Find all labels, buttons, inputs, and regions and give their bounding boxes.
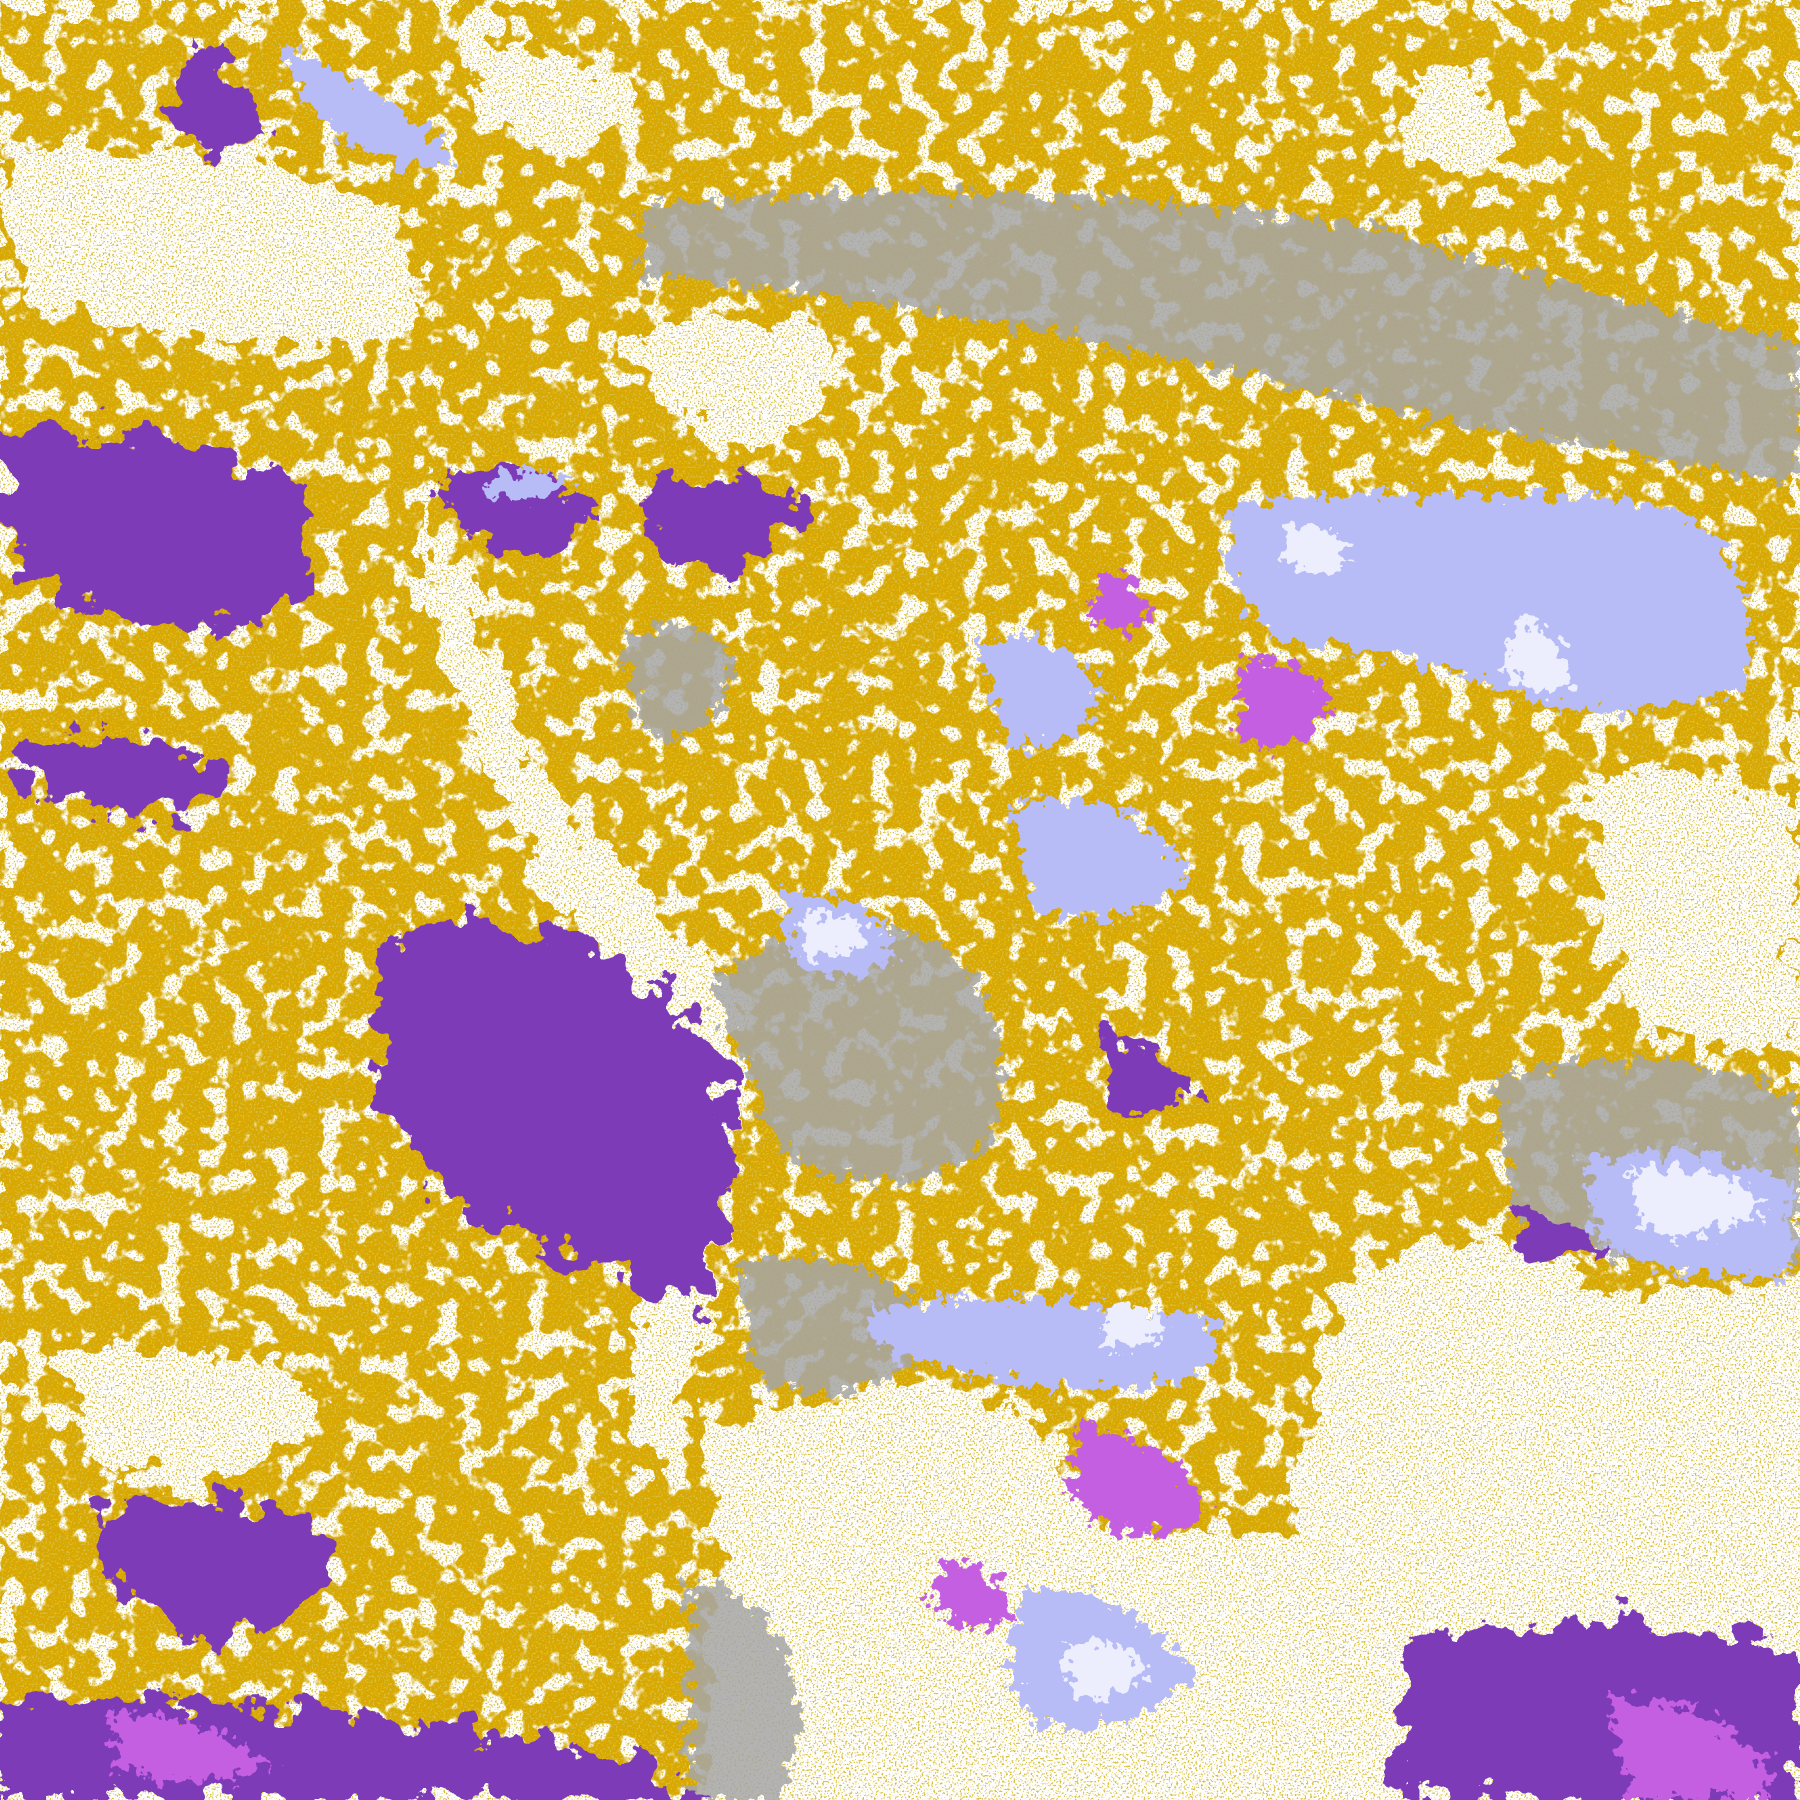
purple-regions xyxy=(0,45,1800,1800)
magenta-regions xyxy=(114,573,1768,1800)
bright-cloud-tops xyxy=(803,525,1768,1697)
